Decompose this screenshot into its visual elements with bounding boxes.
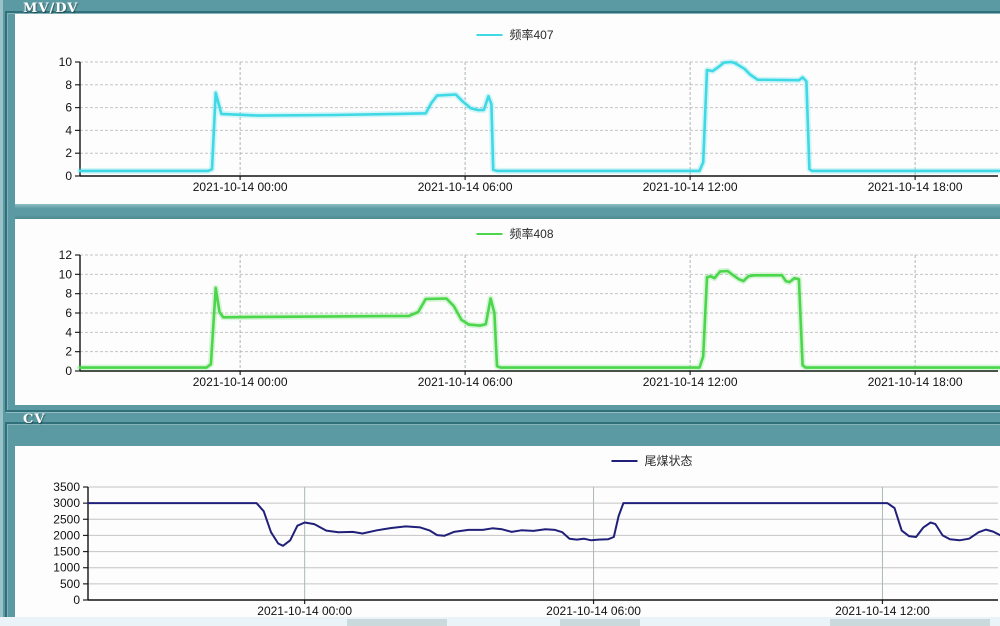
chart-panel-freq-407: 频率407 0 2 4 6 8 10 2021-10-14 00:00 2021-10-14 0…: [15, 14, 1000, 204]
chart-panel-tail-coal-status: 尾煤状态 0 500 1000 1500 2000 2500 3000 3500 2021-10-…: [15, 446, 1000, 617]
series-glow-freq-408: [77, 268, 1000, 371]
y-tick-label: 1000: [53, 561, 80, 575]
legend-line-swatch-freq-407: [476, 33, 503, 36]
y-tick-label: 2500: [53, 512, 80, 526]
groupbox-cv-label: CV: [23, 412, 46, 427]
chart-panel-freq-408: 频率408 0 2 4 6 8 10 12 2021-10-14 00:00 2021-10-14…: [15, 219, 1000, 405]
x-tick-label: 2021-10-14 12:00: [835, 604, 930, 617]
chart-freq-408: 0 2 4 6 8 10 12 2021-10-14 00:00 2021-10-14 06:0…: [59, 248, 1000, 389]
x-tick-label: 2021-10-14 18:00: [868, 375, 963, 389]
legend-freq-407: 频率407: [476, 26, 554, 43]
x-tick-label: 2021-10-14 00:00: [257, 604, 352, 617]
y-tick-label: 2: [65, 146, 72, 160]
series-freq-407: [78, 60, 1000, 173]
x-tick-label: 2021-10-14 00:00: [193, 180, 288, 194]
partial-button[interactable]: [560, 619, 640, 626]
y-tick-label: 12: [59, 248, 73, 262]
partial-button[interactable]: [830, 619, 990, 626]
bottom-partial-row: [0, 617, 1000, 626]
y-tick-label: 4: [65, 325, 72, 339]
y-tick-label: 0: [65, 364, 72, 378]
y-tick-label: 2000: [53, 528, 80, 542]
x-tick-label: 2021-10-14 12:00: [643, 375, 738, 389]
chart-tail-coal-status: 0 500 1000 1500 2000 2500 3000 3500 2021-10-14 0…: [53, 480, 1000, 617]
series-tail-coal-status: [87, 502, 1000, 547]
legend-label-freq-408: 频率408: [509, 227, 554, 241]
y-tick-label: 10: [59, 267, 73, 281]
y-tick-label: 10: [59, 55, 73, 69]
y-tick-label: 0: [73, 593, 80, 607]
y-tick-label: 3000: [53, 496, 80, 510]
y-tick-label: 500: [60, 577, 80, 591]
series-glow-freq-407: [77, 59, 1000, 174]
y-tick-label: 2: [65, 345, 72, 359]
y-tick-label: 4: [65, 123, 72, 137]
x-tick-label: 2021-10-14 06:00: [418, 375, 513, 389]
x-tick-label: 2021-10-14 18:00: [868, 180, 963, 194]
y-tick-label: 0: [65, 169, 72, 183]
partial-button[interactable]: [347, 619, 447, 626]
chart-freq-407: 0 2 4 6 8 10 2021-10-14 00:00 2021-10-14 06:00 2…: [59, 55, 1000, 194]
x-tick-label: 2021-10-14 00:00: [193, 375, 288, 389]
y-tick-label: 1500: [53, 545, 80, 559]
panel-divider: [15, 204, 1000, 219]
legend-line-swatch-freq-408: [476, 232, 503, 235]
y-tick-label: 6: [65, 306, 72, 320]
legend-label-tail-coal-status: 尾煤状态: [644, 454, 693, 468]
series-freq-408: [78, 269, 1000, 369]
groupbox-mvdv: MV/DV: [5, 1, 1000, 412]
y-tick-label: 3500: [53, 480, 80, 494]
groupbox-mvdv-label: MV/DV: [23, 1, 79, 16]
legend-tail-coal-status: 尾煤状态: [611, 452, 693, 469]
x-tick-label: 2021-10-14 06:00: [418, 180, 513, 194]
x-tick-label: 2021-10-14 06:00: [546, 604, 641, 617]
left-edge-highlight: [0, 0, 3, 626]
y-tick-label: 6: [65, 101, 72, 115]
y-tick-label: 8: [65, 287, 72, 301]
groupbox-cv: CV: [5, 412, 1000, 626]
legend-freq-408: 频率408: [476, 225, 554, 242]
x-tick-label: 2021-10-14 12:00: [643, 180, 738, 194]
legend-line-swatch-tail-coal-status: [611, 459, 638, 462]
legend-label-freq-407: 频率407: [509, 28, 554, 42]
y-tick-label: 8: [65, 78, 72, 92]
